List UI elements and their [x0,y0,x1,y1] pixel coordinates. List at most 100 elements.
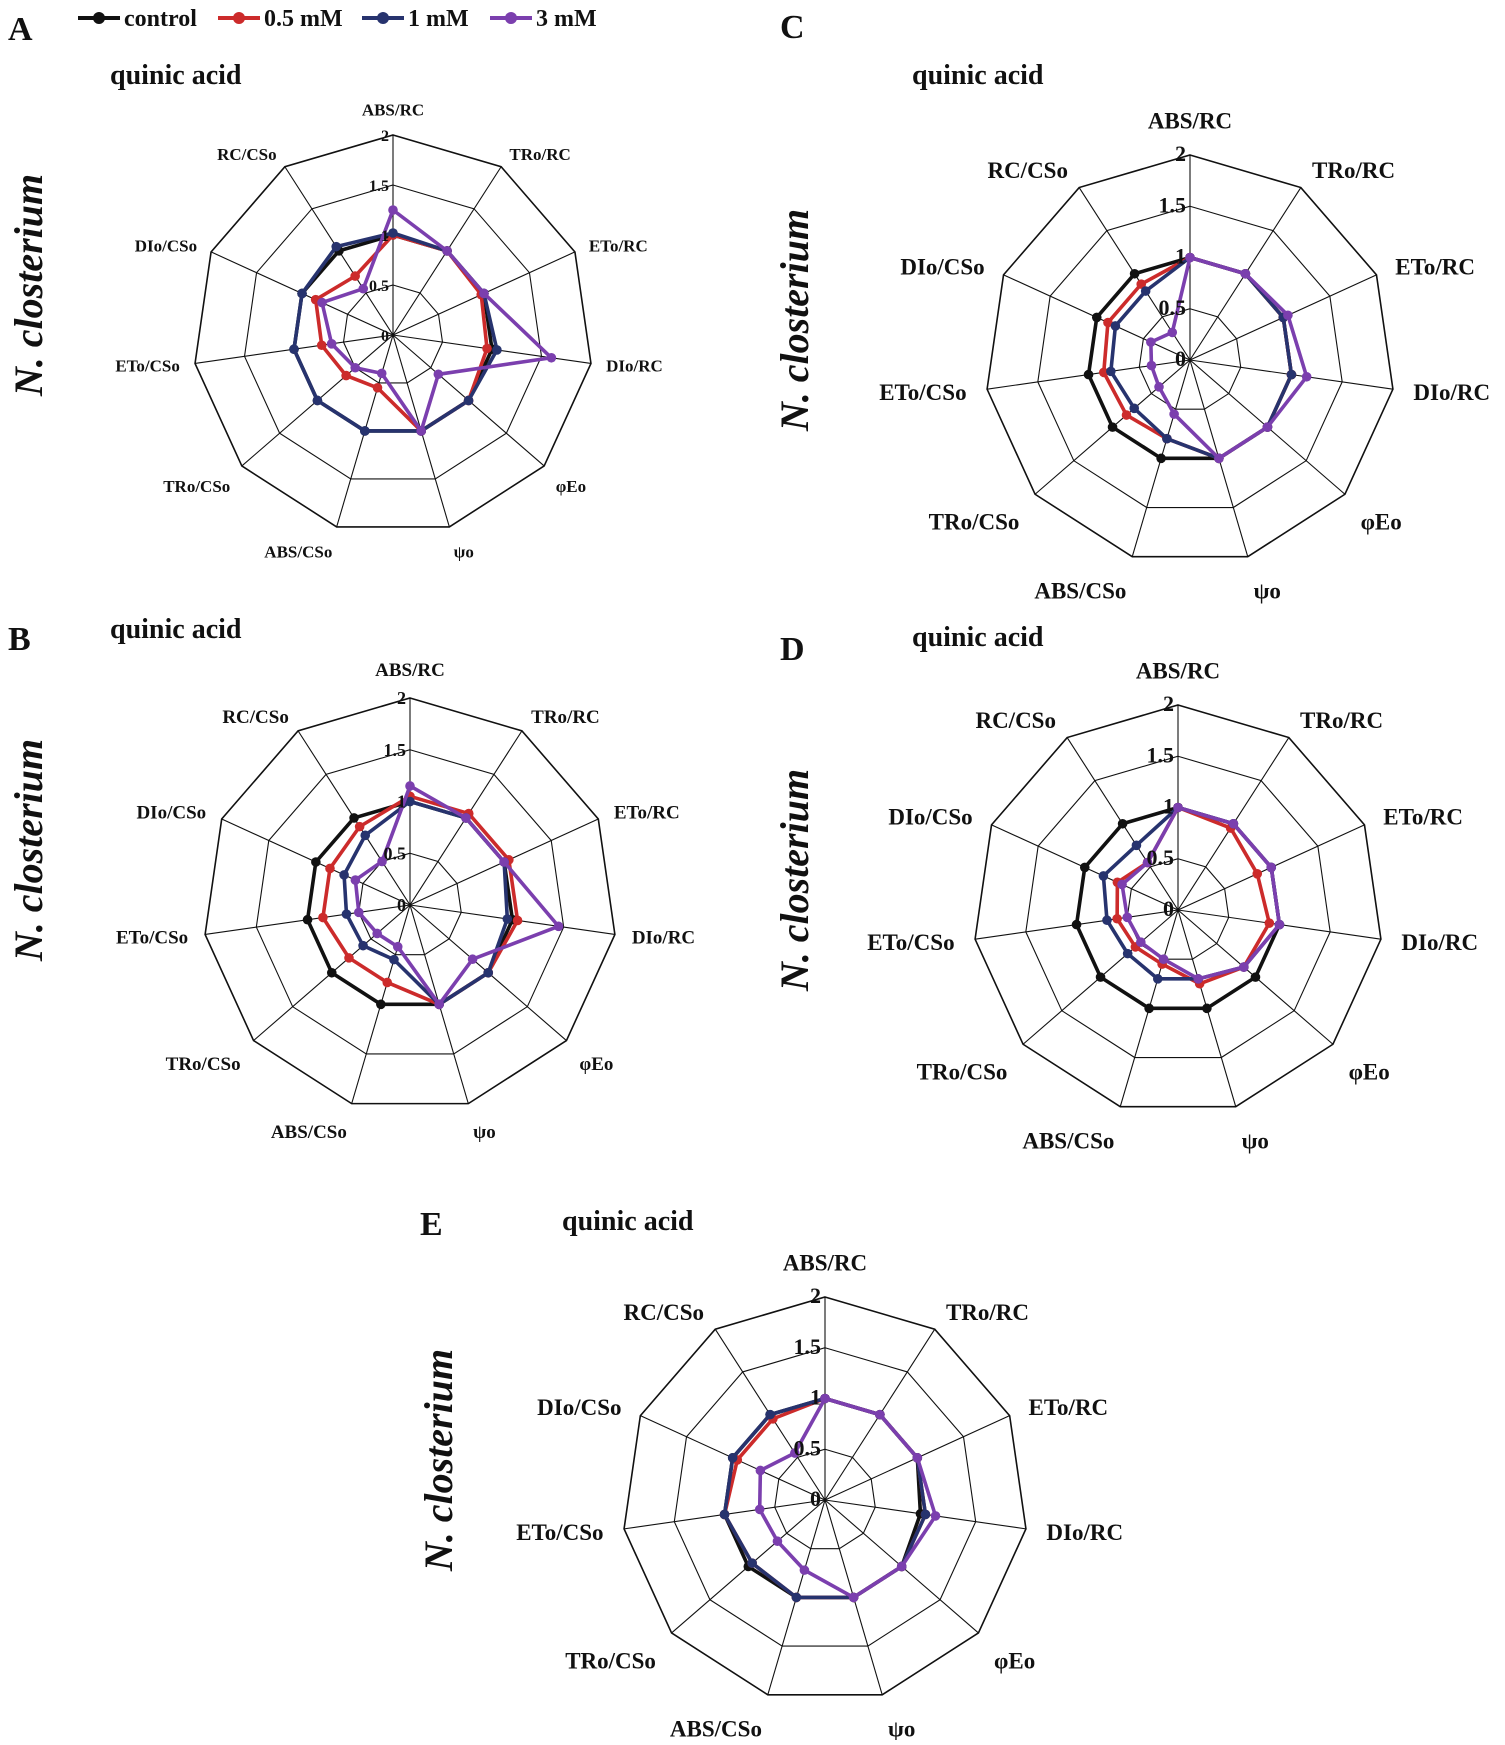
data-point [376,999,386,1010]
category-label: ψo [888,1716,915,1740]
category-labels: ABS/RC TRo/RC ETo/RC DIo/RC φEo ψo ABS/CSo TRo/… [116,660,695,1143]
tick-label: 2 [397,688,406,708]
category-label: TRo/RC [509,145,570,164]
tick-label: 1.5 [369,178,389,195]
data-point [1142,857,1153,868]
category-labels: ABS/RC TRo/RC ETo/RC DIo/RC φEo ψo ABS/CSo TRo/… [516,1251,1123,1742]
tick-label: 1.5 [1147,742,1175,767]
category-label: DIo/RC [1401,930,1478,955]
data-point [747,1558,757,1568]
data-point [1129,268,1140,279]
data-point [1121,410,1132,420]
data-point [1146,360,1157,371]
data-point [354,821,365,832]
legend-marker [93,12,105,24]
data-point [1107,422,1118,432]
category-label: ψo [1254,578,1281,603]
data-point [434,999,444,1010]
data-point [1131,840,1142,851]
category-label: ABS/RC [375,660,445,681]
y-axis-label: N. closterium [416,1349,461,1572]
data-point [719,1509,730,1520]
category-label: ABS/CSo [271,1122,347,1143]
data-point [405,781,415,791]
chart-title: quinic acid [110,614,242,645]
data-point [479,288,489,299]
data-point [344,953,354,963]
data-point [376,368,387,379]
data-point [349,813,359,823]
data-point [1264,918,1275,928]
y-axis-label: N. closterium [6,739,51,962]
tick-label: 0.5 [369,278,389,295]
tick-label: 1 [1163,794,1174,819]
data-point [1185,252,1195,263]
category-labels: ABS/RC TRo/RC ETo/RC DIo/RC φEo ψo ABS/CSo TRo/… [115,100,662,561]
series-3-mm [317,205,557,436]
data-point [502,914,513,924]
data-point [353,907,364,918]
legend-marker [233,12,245,24]
legend: control 0.5 mM 1 mM 3 mM [78,6,597,32]
data-point [1117,818,1128,829]
chart-title: quinic acid [562,1206,694,1237]
data-point [1173,802,1183,813]
category-label: DIo/RC [1413,380,1490,405]
tick-label: 1.5 [384,740,407,760]
data-point [302,914,313,925]
series-line [313,233,489,433]
data-point [341,909,352,919]
data-point [1154,382,1164,392]
category-labels: ABS/RC TRo/RC ETo/RC DIo/RC φEo ψo ABS/CSo TRo/… [879,109,1490,604]
grid-ring [255,749,565,1055]
data-point [1110,321,1121,331]
category-label: φEo [1361,510,1402,535]
radial-ticks: 0 0.5 1 1.5 2 [384,688,407,915]
tick-label: 2 [1163,691,1174,716]
grid-ring [974,704,1382,1108]
grid-ring [342,284,444,384]
category-label: DIo/CSo [900,254,984,279]
tick-label: 1 [1175,244,1186,269]
legend-item: 3 mM [490,6,597,32]
series-3-mm [1117,802,1285,984]
category-label: TRo/CSo [565,1648,656,1673]
data-point [1158,954,1169,964]
data-point [392,941,403,952]
panel-letter: E [420,1206,443,1243]
data-point [1095,972,1106,982]
series-line [320,208,554,433]
data-point [461,813,471,823]
data-point [727,1453,738,1463]
category-label: ABS/CSo [670,1716,762,1740]
data-point [896,1561,907,1572]
series-line [1120,805,1282,981]
data-point [772,1536,783,1547]
category-label: ABS/RC [1148,109,1232,134]
tick-label: 0.5 [384,843,407,863]
data-point [1136,937,1146,948]
grid-ring [204,697,616,1105]
data-point [1286,369,1297,380]
category-label: DIo/CSo [537,1395,621,1420]
data-point [372,382,383,393]
data-point [360,426,370,436]
category-label: ψo [473,1122,496,1143]
category-label: RC/CSo [987,158,1068,183]
data-point [1071,919,1082,930]
data-point [1098,367,1109,378]
data-point [1103,317,1113,328]
data-point [1167,327,1178,338]
legend-marker [377,12,389,24]
data-point [312,395,323,406]
category-label: ETo/RC [589,237,648,256]
grid-ring [243,184,543,480]
data-point [1239,962,1249,972]
grid-ring [673,1347,977,1647]
data-point [1129,403,1140,414]
tick-label: 2 [810,1283,821,1308]
category-label: DIo/CSo [135,237,197,256]
data-point [1144,1003,1154,1014]
